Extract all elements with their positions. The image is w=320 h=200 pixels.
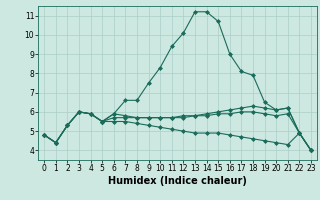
X-axis label: Humidex (Indice chaleur): Humidex (Indice chaleur) (108, 176, 247, 186)
